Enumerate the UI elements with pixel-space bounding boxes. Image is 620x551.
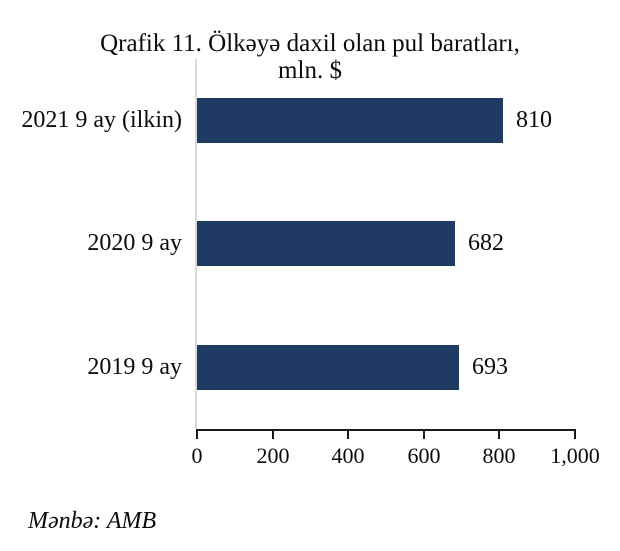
axis-tick [423,429,425,439]
source-note: Mənbə: AMB [28,508,157,534]
axis-tick [347,429,349,439]
bar [197,221,455,266]
value-axis-line [196,429,576,431]
axis-tick-label: 400 [331,443,365,468]
plot-area: 0 200 400 600 800 1,000 2021 9 ay (ilkin) 810 20… [21,59,600,468]
value-label: 682 [468,230,504,256]
chart-title: Qrafik 11. Ölkəyə daxil olan pul baratla… [0,30,620,84]
bar [197,345,459,390]
category-axis-line [195,59,197,429]
axis-tick-label: 1,000 [550,443,600,468]
axis-tick-label: 600 [407,443,441,468]
category-label: 2019 9 ay [87,354,182,380]
value-label: 810 [516,107,552,133]
category-label: 2020 9 ay [87,230,182,256]
chart-title-line2: mln. $ [278,57,342,84]
axis-tick [574,429,576,439]
axis-tick-label: 200 [256,443,290,468]
bar [197,98,503,143]
chart-title-line1: Qrafik 11. Ölkəyə daxil olan pul baratla… [100,30,520,57]
axis-tick-label: 0 [191,443,203,468]
axis-tick [498,429,500,439]
value-label: 693 [472,354,508,380]
axis-tick [196,429,198,439]
axis-tick [272,429,274,439]
category-label: 2021 9 ay (ilkin) [21,107,182,133]
axis-tick-label: 800 [482,443,516,468]
